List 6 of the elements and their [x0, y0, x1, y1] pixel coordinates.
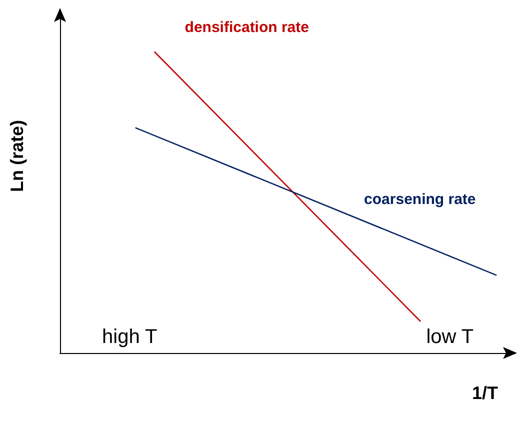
annotation: high T [102, 326, 158, 348]
annotation: low T [426, 326, 474, 348]
y-axis-title: Ln (rate) [7, 120, 27, 192]
x-axis-title: 1/T [472, 383, 498, 403]
series-label: coarsening rate [364, 191, 476, 208]
text: densification rate [184, 19, 309, 36]
